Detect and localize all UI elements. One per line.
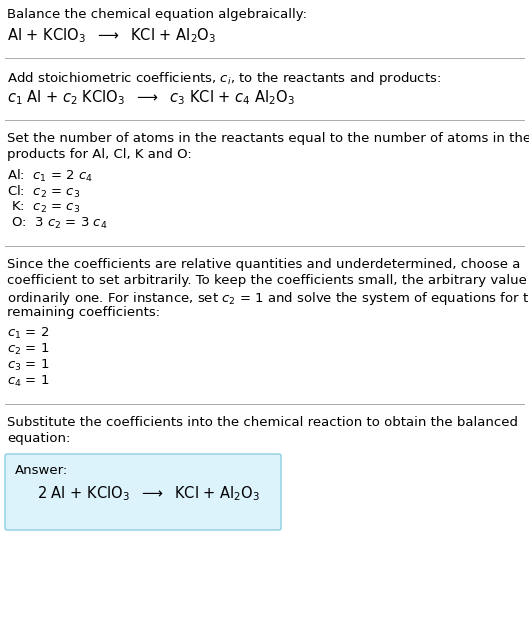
Text: Substitute the coefficients into the chemical reaction to obtain the balanced: Substitute the coefficients into the che… bbox=[7, 416, 518, 429]
Text: products for Al, Cl, K and O:: products for Al, Cl, K and O: bbox=[7, 148, 191, 161]
Text: O:  3 $c_2$ = 3 $c_4$: O: 3 $c_2$ = 3 $c_4$ bbox=[7, 216, 107, 231]
FancyBboxPatch shape bbox=[5, 454, 281, 530]
Text: equation:: equation: bbox=[7, 432, 70, 445]
Text: remaining coefficients:: remaining coefficients: bbox=[7, 306, 160, 319]
Text: $c_4$ = 1: $c_4$ = 1 bbox=[7, 374, 49, 389]
Text: Cl:  $c_2$ = $c_3$: Cl: $c_2$ = $c_3$ bbox=[7, 184, 80, 200]
Text: Set the number of atoms in the reactants equal to the number of atoms in the: Set the number of atoms in the reactants… bbox=[7, 132, 529, 145]
Text: Add stoichiometric coefficients, $c_i$, to the reactants and products:: Add stoichiometric coefficients, $c_i$, … bbox=[7, 70, 441, 87]
Text: $c_3$ = 1: $c_3$ = 1 bbox=[7, 358, 49, 373]
Text: K:  $c_2$ = $c_3$: K: $c_2$ = $c_3$ bbox=[7, 200, 80, 215]
Text: ordinarily one. For instance, set $c_2$ = 1 and solve the system of equations fo: ordinarily one. For instance, set $c_2$ … bbox=[7, 290, 529, 307]
Text: coefficient to set arbitrarily. To keep the coefficients small, the arbitrary va: coefficient to set arbitrarily. To keep … bbox=[7, 274, 529, 287]
Text: Al + KClO$_3$  $\longrightarrow$  KCl + Al$_2$O$_3$: Al + KClO$_3$ $\longrightarrow$ KCl + Al… bbox=[7, 26, 216, 45]
Text: Al:  $c_1$ = 2 $c_4$: Al: $c_1$ = 2 $c_4$ bbox=[7, 168, 93, 184]
Text: Balance the chemical equation algebraically:: Balance the chemical equation algebraica… bbox=[7, 8, 307, 21]
Text: $c_1$ Al + $c_2$ KClO$_3$  $\longrightarrow$  $c_3$ KCl + $c_4$ Al$_2$O$_3$: $c_1$ Al + $c_2$ KClO$_3$ $\longrightarr… bbox=[7, 88, 295, 107]
Text: $c_2$ = 1: $c_2$ = 1 bbox=[7, 342, 49, 357]
Text: 2 Al + KClO$_3$  $\longrightarrow$  KCl + Al$_2$O$_3$: 2 Al + KClO$_3$ $\longrightarrow$ KCl + … bbox=[37, 484, 260, 503]
Text: Answer:: Answer: bbox=[15, 464, 68, 477]
Text: $c_1$ = 2: $c_1$ = 2 bbox=[7, 326, 49, 341]
Text: Since the coefficients are relative quantities and underdetermined, choose a: Since the coefficients are relative quan… bbox=[7, 258, 521, 271]
